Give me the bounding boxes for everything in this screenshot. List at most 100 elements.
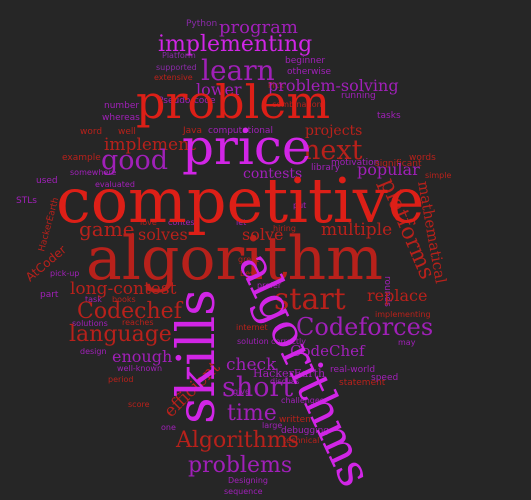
word-library: library — [311, 163, 341, 173]
word-enough: enough — [112, 347, 172, 366]
word-computational: computational — [208, 126, 273, 136]
word-hiring: hiring — [273, 224, 296, 233]
word-popular: popular — [357, 160, 420, 179]
word-solve: solve — [242, 225, 283, 244]
word-tasks: tasks — [377, 111, 401, 121]
word-let: let — [236, 218, 246, 227]
word-pseudo-code: Pseudo-code — [158, 96, 216, 106]
word-good: good — [101, 145, 168, 176]
word-correctly: correctly — [271, 337, 306, 346]
word-part: part — [40, 290, 59, 300]
word-evaluated: evaluated — [95, 180, 135, 189]
word-codeforces: Codeforces — [296, 313, 433, 341]
word-program: program — [219, 17, 298, 38]
word-competitive: competitive — [56, 164, 424, 237]
word-beginner: beginner — [285, 56, 325, 66]
word-motivation: motivation — [331, 158, 379, 168]
word-solutions: solutions — [72, 319, 108, 328]
word-learn: learn — [201, 54, 275, 87]
word-simple: simple — [425, 171, 451, 180]
word-may: may — [398, 338, 416, 347]
word-speed: speed — [371, 373, 398, 383]
word-contest: contest — [168, 218, 198, 227]
word-running: running — [341, 91, 376, 101]
word-one: one — [161, 423, 176, 432]
word-short: short — [222, 372, 293, 403]
word-algorithm: algorithm — [86, 224, 383, 294]
word-design: design — [80, 347, 107, 356]
word-words: words — [409, 153, 436, 163]
word-replace: replace — [367, 286, 427, 305]
word-prefer: prefer — [257, 281, 282, 290]
word-implementing-small: implementing — [375, 310, 431, 319]
word-statement: statement — [339, 378, 386, 388]
word-language: language — [69, 322, 172, 347]
word-score: score — [128, 400, 150, 409]
word-java: Java — [182, 126, 202, 136]
word-problems: problems — [188, 453, 292, 478]
word-contests: contests — [243, 166, 302, 182]
word-challenges: challenges — [281, 396, 324, 405]
word-codechef: Codechef — [77, 299, 184, 324]
word-example: example — [62, 153, 101, 163]
word-projects: projects — [305, 123, 362, 139]
word-implementing: implementing — [158, 32, 312, 57]
word-problem: problem — [136, 75, 330, 129]
word-algorithms-cap: Algorithms — [175, 428, 299, 453]
word-implement: implement — [104, 135, 196, 155]
word-problem-solving: problem-solving — [268, 76, 399, 95]
word-pick: Pick — [268, 81, 284, 90]
word-internet: internet — [236, 323, 268, 332]
word-large: large — [262, 421, 282, 430]
word-price: price — [182, 118, 312, 176]
word-sequence: sequence — [224, 487, 263, 496]
word-platform: Platform — [162, 51, 196, 60]
word-best: best — [240, 269, 257, 278]
word-well-known: well-known — [117, 364, 162, 373]
word-real-world: real-world — [330, 365, 375, 375]
word-whereas: whereas — [102, 113, 140, 123]
word-skills: skills — [167, 289, 227, 424]
word-otherwise: otherwise — [287, 67, 332, 77]
word-significant: significant — [375, 159, 422, 169]
word-codechef-2: CodeChef — [290, 342, 366, 360]
word-supported: supported — [156, 63, 197, 72]
word-stls: STLs — [16, 196, 37, 206]
word-give: give — [233, 387, 250, 396]
word-next: next — [303, 135, 363, 166]
word-used: used — [36, 176, 58, 186]
word-python: Python — [186, 19, 217, 29]
word-debugging: debugging — [281, 426, 329, 436]
word-well: well — [118, 127, 136, 137]
word-game: game — [79, 217, 135, 241]
word-reaches: reaches — [122, 318, 154, 327]
word-solution: solution — [237, 337, 269, 346]
word-love: love — [140, 218, 157, 227]
word-task: task — [85, 295, 102, 304]
word-technical: technical — [283, 436, 319, 445]
word-number: number — [104, 101, 139, 111]
word-combination: combination — [272, 100, 322, 109]
word-designing: Designing — [228, 476, 268, 485]
word-lower: lower — [196, 80, 242, 99]
word-written: written — [279, 415, 311, 425]
word-start: start — [274, 282, 346, 317]
word-pick-up: pick-up — [50, 269, 79, 278]
word-somewhere: somewhere — [70, 168, 116, 177]
word-word: word — [80, 127, 102, 137]
word-books: books — [112, 295, 136, 304]
word-put: put — [293, 201, 306, 210]
word-long-contest: long-contest — [70, 279, 177, 299]
word-time: time — [227, 401, 277, 426]
word-multiple: multiple — [321, 220, 392, 240]
word-great: great — [238, 255, 259, 264]
word-extensive: extensive — [154, 73, 193, 82]
word-check: check — [226, 355, 277, 375]
word-period: period — [108, 375, 133, 384]
word-solves: solves — [138, 225, 188, 244]
word-rounds: rounds — [382, 276, 392, 307]
word-discuss: discuss — [270, 377, 299, 386]
word-hackerearth-2: HackerEarth — [253, 367, 325, 380]
